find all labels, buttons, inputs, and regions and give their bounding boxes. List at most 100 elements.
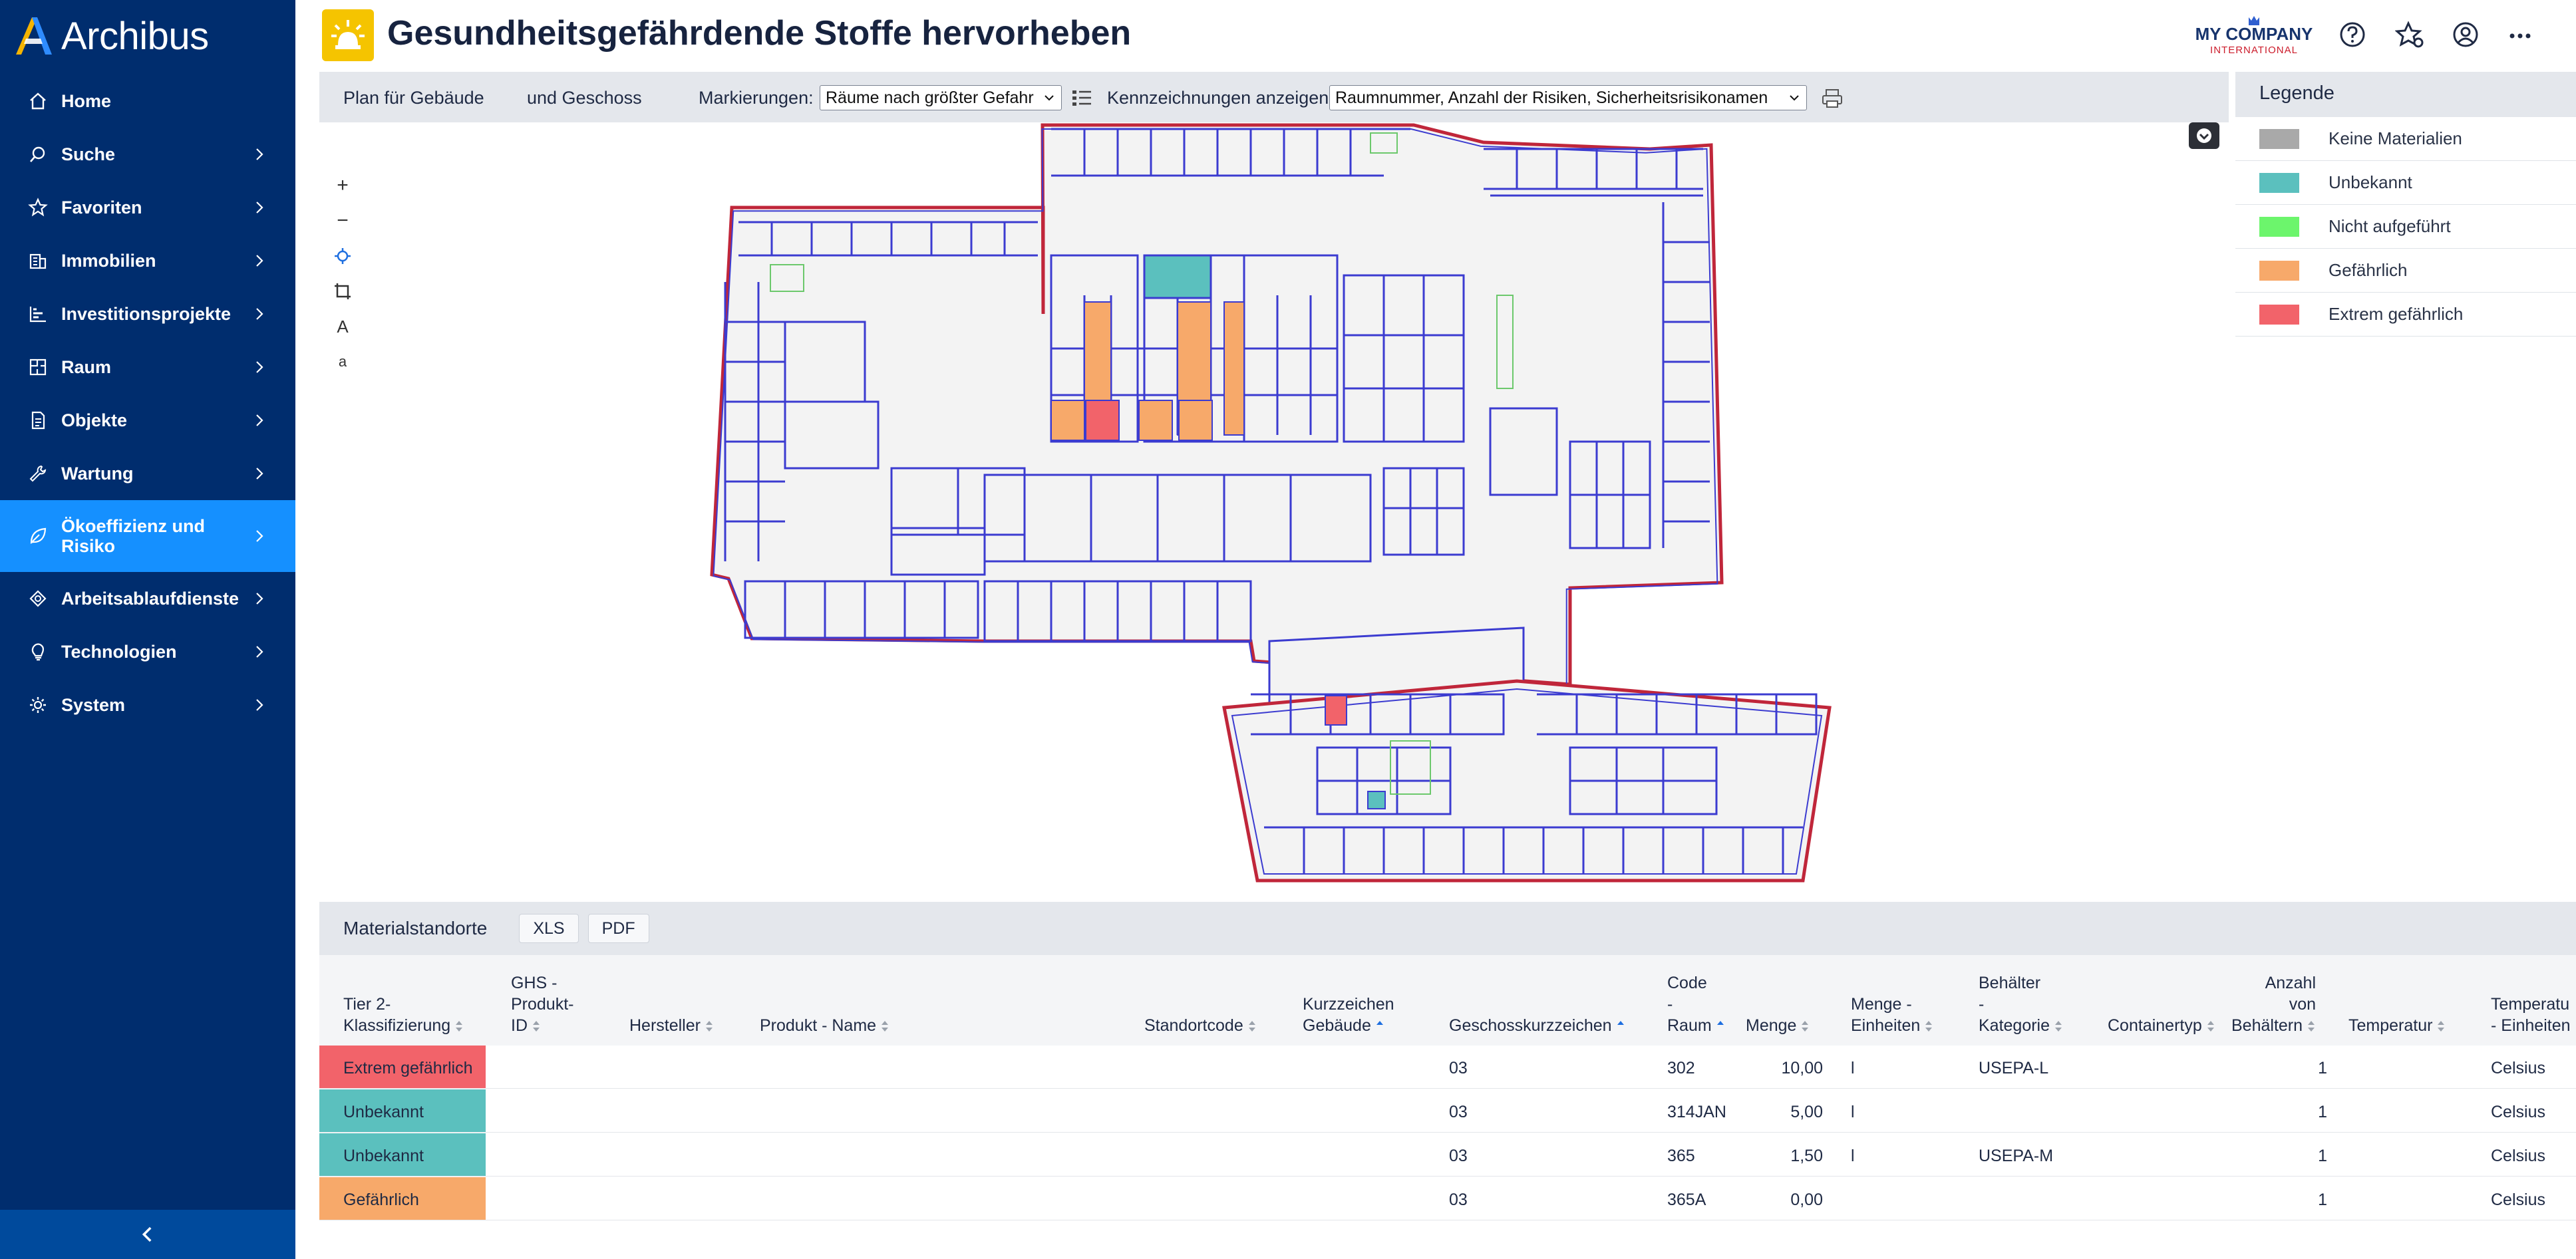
toggle-legend-button[interactable] <box>2189 122 2219 149</box>
legend-item: Keine Materialien <box>2235 117 2576 161</box>
increase-label-size-button[interactable]: A <box>337 316 349 337</box>
sort-icon <box>456 1021 463 1032</box>
floor-cell: 03 <box>1449 1059 1468 1077</box>
chevron-right-icon <box>256 202 263 213</box>
legend-list-icon[interactable] <box>1070 86 1094 110</box>
room-hazardous <box>1223 301 1245 436</box>
search-icon <box>28 144 48 164</box>
sidebar-item-immobilien[interactable]: Immobilien <box>0 234 295 287</box>
column-header[interactable]: Menge <box>1746 1015 1810 1036</box>
sidebar-item-arbeitsablaufdienste[interactable]: Arbeitsablaufdienste <box>0 572 295 625</box>
building-icon <box>28 251 48 271</box>
print-icon[interactable] <box>1820 86 1844 110</box>
chevron-right-icon <box>256 646 263 658</box>
user-profile-icon[interactable] <box>2451 20 2480 49</box>
brand-name: Archibus <box>61 14 209 58</box>
temperature-unit-cell: Celsius <box>2491 1059 2545 1077</box>
reset-view-button[interactable] <box>329 242 357 270</box>
column-header-label: Kurzzeichen <box>1303 995 1394 1014</box>
column-header[interactable]: Behälter - Kategorie <box>1979 972 2063 1036</box>
sidebar-item-objekte[interactable]: Objekte <box>0 394 295 447</box>
document-icon <box>28 410 48 430</box>
sidebar-item-label: Home <box>61 91 112 111</box>
export-pdf-button[interactable]: PDF <box>587 914 649 943</box>
column-header-label: Gebäude <box>1303 1016 1371 1035</box>
crop-icon <box>335 283 351 299</box>
sidebar-item-ökoeffizienz-und-risiko[interactable]: Ökoeffizienz und Risiko <box>0 500 295 572</box>
floor-plan-drawing[interactable] <box>319 122 2229 894</box>
column-header[interactable]: Hersteller <box>629 1015 714 1036</box>
column-header[interactable]: Tier 2- Klassifizierung <box>343 994 464 1036</box>
column-header[interactable]: Produkt - Name <box>760 1015 889 1036</box>
column-header-label: GHS - <box>511 974 558 992</box>
sort-icon <box>1802 1021 1809 1032</box>
floor-plan-viewer[interactable]: + − A a <box>319 122 2229 894</box>
export-xls-button[interactable]: XLS <box>519 914 579 943</box>
column-header-label: Temperatu <box>2491 995 2570 1014</box>
chevron-right-icon <box>256 593 263 605</box>
container-category-cell: USEPA-M <box>1979 1147 2054 1165</box>
room-cell: 302 <box>1667 1059 1695 1077</box>
sidebar-item-technologien[interactable]: Technologien <box>0 625 295 678</box>
sidebar-item-wartung[interactable]: Wartung <box>0 447 295 500</box>
markings-select[interactable]: Räume nach größter Gefahr <box>820 85 1062 110</box>
column-header-label: Anzahl <box>2265 974 2317 992</box>
decrease-label-size-button[interactable]: a <box>338 353 347 370</box>
archibus-logo[interactable]: Archibus <box>12 9 209 63</box>
chevron-down-icon <box>1045 95 1054 101</box>
chevron-right-icon <box>256 468 263 480</box>
sidebar-item-favoriten[interactable]: Favoriten <box>0 181 295 234</box>
table-row[interactable]: Unbekannt 03 365 1,50 l USEPA-M 1 Celsius <box>319 1133 2576 1177</box>
sidebar-item-suche[interactable]: Suche <box>0 128 295 181</box>
room-cell: 365A <box>1667 1190 1706 1209</box>
labels-select-value: Raumnummer, Anzahl der Risiken, Sicherhe… <box>1335 88 1768 107</box>
sidebar-item-home[interactable]: Home <box>0 74 295 128</box>
column-header[interactable]: Temperatu - Einheiten <box>2491 994 2571 1036</box>
column-header-label: Behälter <box>1979 974 2041 992</box>
page-title: Gesundheitsgefährdende Stoffe hervorhebe… <box>387 14 1132 53</box>
table-row[interactable]: Gefährlich 03 365A 0,00 1 Celsius <box>319 1177 2576 1220</box>
collapse-sidebar-button[interactable] <box>0 1210 295 1259</box>
more-options-icon[interactable] <box>2505 20 2535 49</box>
column-header[interactable]: Containertyp <box>2108 1015 2215 1036</box>
legend-swatch <box>2259 260 2299 281</box>
chevron-right-icon <box>256 530 263 542</box>
column-header-label: Containertyp <box>2108 1016 2202 1035</box>
sort-icon <box>882 1021 889 1032</box>
room-unknown-314JAN <box>1143 254 1212 299</box>
select-window-button[interactable] <box>329 277 357 305</box>
column-header-label: - <box>1667 995 1673 1014</box>
markings-select-value: Räume nach größter Gefahr <box>826 88 1034 107</box>
column-header-label: Hersteller <box>629 1016 701 1035</box>
sidebar-item-investitionsprojekte[interactable]: Investitionsprojekte <box>0 287 295 341</box>
column-header-label: Klassifizierung <box>343 1016 451 1035</box>
favorites-settings-icon[interactable] <box>2394 20 2424 49</box>
legend-item: Extrem gefährlich <box>2235 293 2576 337</box>
column-header[interactable]: Geschosskurzzeichen <box>1449 1015 1625 1036</box>
legend-swatch <box>2259 216 2299 237</box>
markings-label: Markierungen: <box>699 88 814 108</box>
sidebar-item-system[interactable]: System <box>0 678 295 732</box>
zoom-in-button[interactable]: + <box>337 174 349 196</box>
column-header[interactable]: Temperatur <box>2348 1015 2446 1036</box>
help-icon[interactable] <box>2338 20 2367 49</box>
table-row[interactable]: Unbekannt 03 314JAN 5,00 l 1 Celsius <box>319 1089 2576 1133</box>
column-header[interactable]: Anzahl von Behältern <box>2231 972 2316 1036</box>
table-row[interactable]: Extrem gefährlich 03 302 10,00 l USEPA-L 1 Cels… <box>319 1046 2576 1089</box>
column-header[interactable]: Menge - Einheiten <box>1851 994 1933 1036</box>
legend-label: Gefährlich <box>2329 260 2408 280</box>
legend-item: Gefährlich <box>2235 249 2576 293</box>
column-header[interactable]: Code - Raum <box>1667 972 1725 1036</box>
room-hazardous-365A <box>1050 400 1085 441</box>
column-header-label: Geschosskurzzeichen <box>1449 1016 1612 1035</box>
sidebar-item-label: Investitionsprojekte <box>61 304 232 324</box>
column-header[interactable]: GHS - Produkt- ID <box>511 972 573 1036</box>
room-unknown-365 <box>1367 791 1386 809</box>
zoom-out-button[interactable]: − <box>337 210 349 231</box>
gear-icon <box>28 695 48 715</box>
column-header[interactable]: Standortcode <box>1144 1015 1257 1036</box>
legend-panel: Legende Keine Materialien Unbekannt Nicht … <box>2235 72 2576 345</box>
column-header[interactable]: Kurzzeichen Gebäude <box>1303 994 1394 1036</box>
labels-select[interactable]: Raumnummer, Anzahl der Risiken, Sicherhe… <box>1329 85 1807 110</box>
sidebar-item-raum[interactable]: Raum <box>0 341 295 394</box>
